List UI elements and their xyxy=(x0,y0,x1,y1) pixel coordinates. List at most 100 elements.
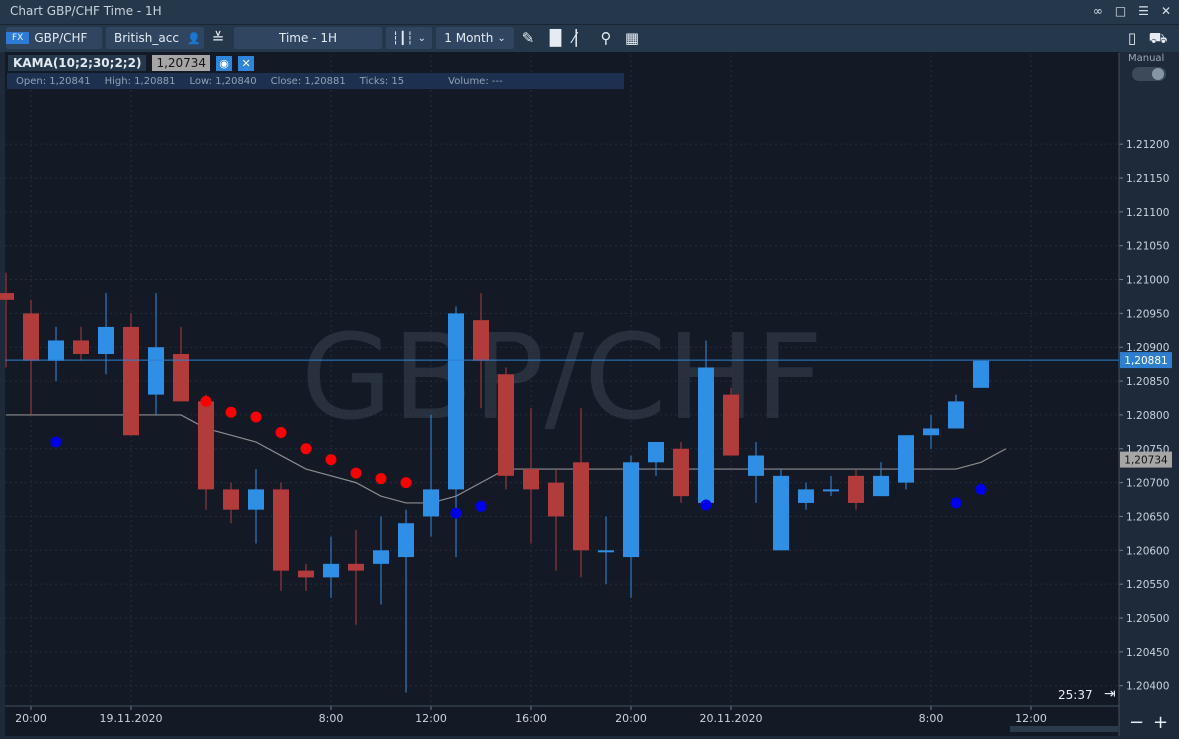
price-label: 1,20881 xyxy=(1124,355,1167,367)
candle-body xyxy=(873,475,889,497)
manual-label: Manual xyxy=(1128,53,1165,64)
search-icon[interactable]: ⚲ xyxy=(600,29,612,47)
x-tick-label: 8:00 xyxy=(319,712,344,725)
y-tick-label: 1.20550 xyxy=(1126,579,1169,591)
candle-body xyxy=(248,489,264,510)
y-tick-label: 1.21050 xyxy=(1126,241,1169,253)
signal-dot xyxy=(250,411,262,423)
x-tick-label: 12:00 xyxy=(1015,712,1047,725)
zoom-in-icon[interactable]: + xyxy=(1153,712,1169,733)
x-tick-label: 20:00 xyxy=(615,712,647,725)
symbol-selector[interactable]: FX GBP/CHF xyxy=(6,27,102,49)
candle-body xyxy=(448,313,464,490)
ohlc-bar: Open: 1,20841 High: 1,20881 Low: 1,20840… xyxy=(7,73,624,89)
signal-dot xyxy=(300,443,312,455)
scroll-end-icon[interactable]: ⇥ xyxy=(1104,686,1116,702)
indicator-name[interactable]: KAMA(10;2;30;2;2) xyxy=(8,55,147,71)
range-chevron-icon: ⌄ xyxy=(497,32,506,44)
candle-body xyxy=(73,340,89,354)
maximize-icon[interactable]: □ xyxy=(1114,4,1127,18)
ohlc-close: Close: 1,20881 xyxy=(270,75,346,87)
y-tick-label: 1.21000 xyxy=(1126,275,1169,287)
indicator-icon[interactable]: ⁄▏ xyxy=(572,29,588,47)
y-tick-label: 1.21150 xyxy=(1126,173,1169,185)
pencil-icon[interactable]: ✎ xyxy=(521,29,535,47)
candle-body xyxy=(548,482,564,517)
signal-dot xyxy=(375,473,387,485)
signal-dot xyxy=(975,483,987,495)
link-icon[interactable]: ∞ xyxy=(1092,4,1103,18)
candle-body xyxy=(123,326,139,436)
candle-body xyxy=(298,570,314,578)
candle-body xyxy=(23,313,39,361)
candle-body xyxy=(398,523,414,558)
kama-label: 1,20734 xyxy=(1124,455,1168,467)
close-icon[interactable]: ✕ xyxy=(1160,4,1171,18)
chart-toolbar: FX GBP/CHF British_acc 👤 ≚ Time - 1H ┆┃┆… xyxy=(0,24,1179,53)
x-tick-label: 16:00 xyxy=(515,712,547,725)
y-tick-label: 1.20500 xyxy=(1126,613,1169,625)
x-tick-label: 12:00 xyxy=(415,712,447,725)
indicator-value: 1,20734 xyxy=(152,55,211,71)
candle-body xyxy=(573,462,589,551)
close-indicator-icon[interactable]: ✕ xyxy=(238,55,255,71)
candle-body xyxy=(323,563,339,578)
range-selector[interactable]: 1 Month ⌄ xyxy=(436,27,514,49)
x-tick-label: 20:00 xyxy=(15,712,47,725)
candle-body xyxy=(773,475,789,551)
timeframe-selector[interactable]: Time - 1H xyxy=(234,27,382,49)
eye-icon[interactable]: ◉ xyxy=(216,55,233,71)
signal-dot xyxy=(200,395,212,407)
indicator-bar: KAMA(10;2;30;2;2) 1,20734 ◉ ✕ xyxy=(8,54,255,72)
signal-dot xyxy=(700,499,712,511)
zoom-out-icon[interactable]: − xyxy=(1129,712,1145,733)
price-axis-panel[interactable] xyxy=(1119,52,1179,739)
ohlc-low: Low: 1,20840 xyxy=(189,75,257,87)
ohlc-ticks: Ticks: 15 xyxy=(359,75,405,87)
signal-dot xyxy=(475,500,487,512)
candle-body xyxy=(698,367,714,503)
account-label: British_acc xyxy=(114,31,179,45)
candle-body xyxy=(273,489,289,571)
y-tick-label: 1.20950 xyxy=(1126,308,1169,320)
manual-toggle[interactable] xyxy=(1132,67,1166,81)
clipboard-icon[interactable]: ▯ xyxy=(1127,29,1137,47)
range-label: 1 Month xyxy=(444,31,494,45)
cart-icon[interactable]: ⛟ xyxy=(1148,29,1168,47)
ohlc-high: High: 1,20881 xyxy=(104,75,176,87)
candle-body xyxy=(648,442,664,463)
y-tick-label: 1.20400 xyxy=(1126,681,1169,693)
candle-body xyxy=(473,320,489,361)
y-tick-label: 1.20650 xyxy=(1126,511,1169,523)
signal-dot xyxy=(450,507,462,519)
signal-dot xyxy=(350,467,362,479)
x-tick-label: 20.11.2020 xyxy=(700,712,763,725)
x-tick-label: 8:00 xyxy=(919,712,944,725)
signal-dot xyxy=(50,436,62,448)
candle-body xyxy=(723,394,739,456)
template-icon[interactable]: ▦ xyxy=(624,29,640,47)
kama-label-box xyxy=(1120,451,1172,468)
candle-body xyxy=(848,475,864,503)
price-label-box xyxy=(1120,352,1172,369)
candle-body xyxy=(348,563,364,571)
candle-timer: 25:37 xyxy=(1058,688,1093,702)
bar-chart-icon[interactable]: ▐▌ xyxy=(544,29,568,47)
title-bar: Chart GBP/CHF Time - 1H ∞ □ ☰ ✕ xyxy=(0,0,1179,24)
timeframe-label: Time - 1H xyxy=(279,31,337,45)
y-tick-label: 1.20600 xyxy=(1126,545,1169,557)
menu-icon[interactable]: ☰ xyxy=(1138,4,1149,18)
chart-type-selector[interactable]: ┆┃┆ ⌄ xyxy=(386,27,432,49)
user-icon: 👤 xyxy=(186,31,201,45)
ohlc-volume: Volume: --- xyxy=(448,75,503,87)
candle-body xyxy=(798,489,814,503)
candle-body xyxy=(198,401,214,490)
fx-badge: FX xyxy=(6,32,30,44)
candle-body xyxy=(748,455,764,476)
time-scrollbar[interactable] xyxy=(1010,726,1118,732)
window-title: Chart GBP/CHF Time - 1H xyxy=(10,4,162,18)
double-chevron-icon[interactable]: ≚ xyxy=(211,29,225,47)
account-selector[interactable]: British_acc 👤 xyxy=(106,27,204,49)
candle-body xyxy=(173,354,189,402)
